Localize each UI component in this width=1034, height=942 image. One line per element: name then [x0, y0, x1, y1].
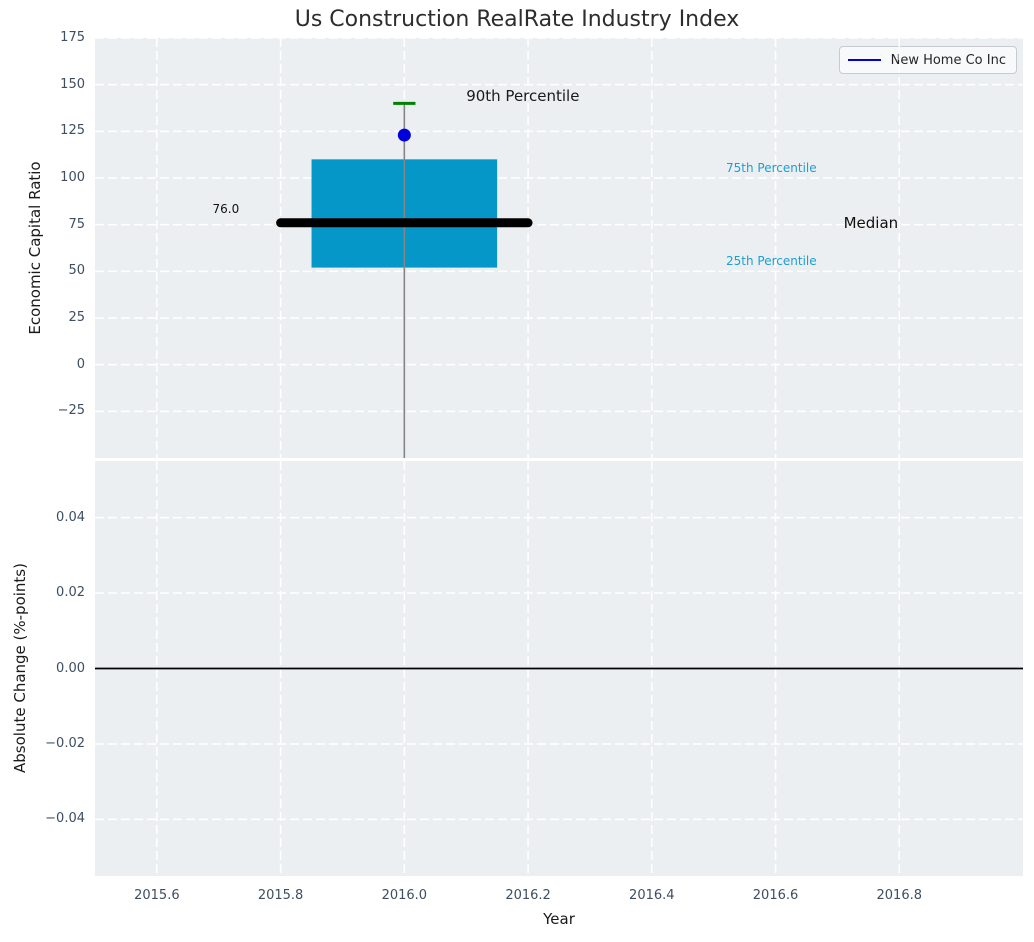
y-tick-label: 0 — [76, 356, 85, 372]
plot-canvas-0 — [95, 38, 1023, 458]
y-tick-label: −25 — [57, 403, 85, 419]
legend-line-swatch — [847, 59, 881, 61]
legend-label: New Home Co Inc — [890, 52, 1006, 68]
y-tick-label: −0.04 — [45, 811, 85, 827]
annotation-90th-percentile: 90th Percentile — [466, 87, 580, 106]
y-tick-label: 150 — [60, 76, 85, 92]
x-tick-label: 2016.2 — [505, 888, 551, 903]
annotation-median: Median — [843, 214, 899, 233]
y-tick-label: 25 — [68, 310, 85, 325]
x-tick-label: 2016.6 — [752, 888, 799, 903]
y-tick-label: 75 — [68, 216, 85, 232]
y-tick-label: −0.02 — [45, 735, 85, 751]
legend: New Home Co Inc — [838, 46, 1017, 74]
plot-canvas-1 — [95, 461, 1023, 876]
y-tick-label: 125 — [60, 123, 85, 139]
annotation-25th-percentile: 25th Percentile — [726, 254, 817, 269]
y-tick-label: 0.00 — [56, 660, 85, 676]
x-tick-label: 2015.8 — [257, 888, 304, 903]
x-axis-label: Year — [543, 910, 575, 928]
company-marker-dot — [397, 128, 411, 142]
annotation-75th-percentile: 75th Percentile — [726, 161, 817, 176]
y-tick-label: 100 — [60, 170, 85, 185]
x-tick-label: 2015.6 — [134, 888, 180, 903]
x-tick-label: 2016.4 — [629, 888, 675, 903]
y-tick-label: 50 — [68, 263, 85, 279]
axes-absolute-change — [95, 461, 1023, 876]
axes-economic-capital-ratio: New Home Co Inc 90th Percentile 75th Perc… — [95, 38, 1023, 458]
x-tick-label: 2016.0 — [381, 888, 428, 903]
annotation-76-0: 76.0 — [212, 202, 240, 217]
chart-title: Us Construction RealRate Industry Index — [294, 7, 740, 32]
x-tick-label: 2016.8 — [876, 888, 923, 903]
y-tick-label: 0.02 — [56, 585, 85, 601]
y-tick-label: 175 — [60, 30, 85, 45]
y-tick-label: 0.04 — [56, 509, 85, 525]
